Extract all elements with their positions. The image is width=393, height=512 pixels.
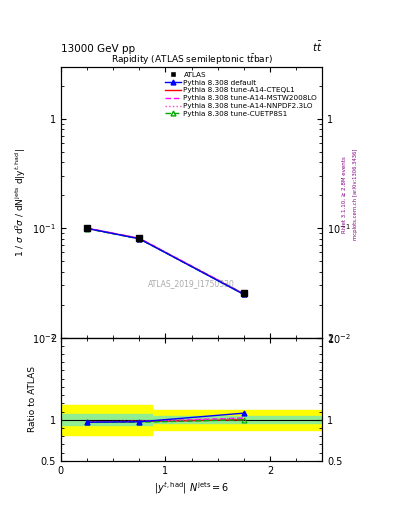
Text: mcplots.cern.ch [arXiv:1306.3436]: mcplots.cern.ch [arXiv:1306.3436] — [353, 149, 358, 240]
Y-axis label: Ratio to ATLAS: Ratio to ATLAS — [28, 366, 37, 432]
Legend: ATLAS, Pythia 8.308 default, Pythia 8.308 tune-A14-CTEQL1, Pythia 8.308 tune-A14: ATLAS, Pythia 8.308 default, Pythia 8.30… — [162, 69, 320, 120]
Text: ATLAS_2019_I1750330: ATLAS_2019_I1750330 — [148, 279, 235, 288]
Title: Rapidity (ATLAS semileptonic t$\bar{t}$bar): Rapidity (ATLAS semileptonic t$\bar{t}$b… — [111, 52, 272, 67]
Text: $t\bar{t}$: $t\bar{t}$ — [312, 39, 322, 54]
X-axis label: $|y^{t,\rm had}|$ $N^{\rm jets} = 6$: $|y^{t,\rm had}|$ $N^{\rm jets} = 6$ — [154, 480, 229, 496]
Text: 13000 GeV pp: 13000 GeV pp — [61, 44, 135, 54]
Text: Rivet 3.1.10, ≥ 2.8M events: Rivet 3.1.10, ≥ 2.8M events — [342, 156, 346, 233]
Y-axis label: 1 / $\sigma$ d$^2\!\sigma$ / dN$^{\rm jets}$ d|y$^{t,\rm had}$|: 1 / $\sigma$ d$^2\!\sigma$ / dN$^{\rm je… — [14, 147, 28, 257]
